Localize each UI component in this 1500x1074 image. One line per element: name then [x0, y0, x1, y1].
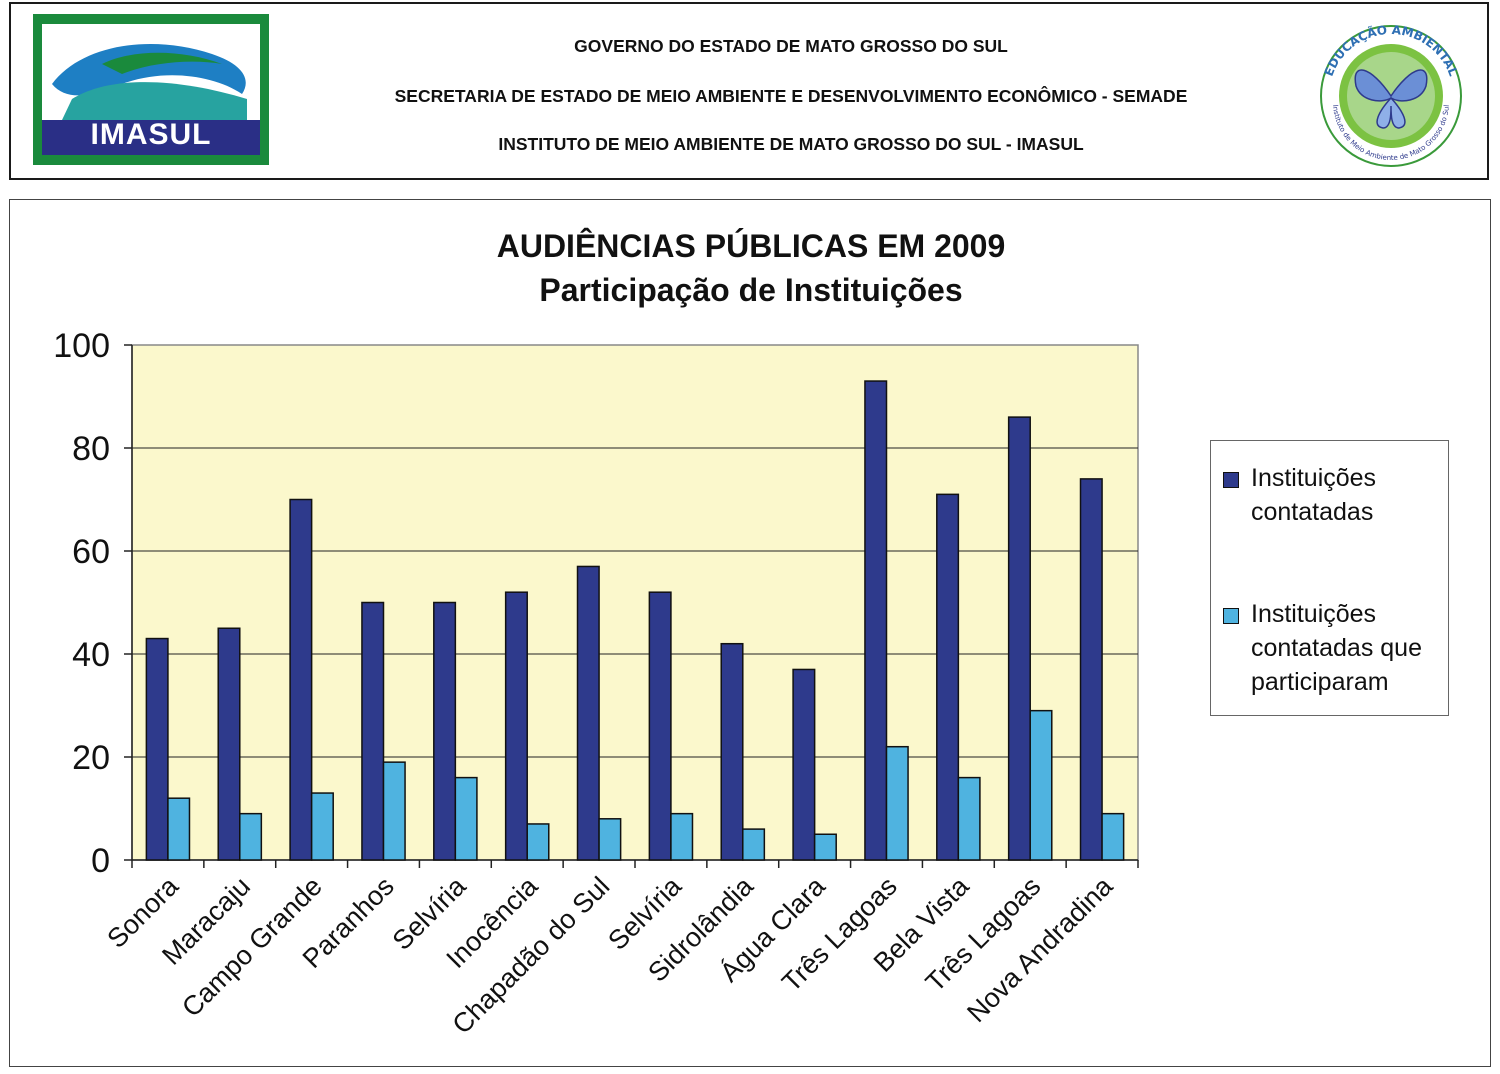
y-tick-label: 20 [72, 739, 110, 777]
chart-panel: AUDIÊNCIAS PÚBLICAS EM 2009 Participação… [9, 199, 1491, 1067]
imasul-logo-graphic [52, 44, 247, 120]
bar-participated [382, 761, 406, 861]
bar-participated [1101, 812, 1125, 861]
bar-participated [526, 823, 550, 861]
bar-contacted [289, 498, 313, 861]
bar-participated [742, 828, 766, 861]
legend-swatch-participated [1223, 608, 1239, 624]
legend-label-contacted: Instituições contatadas [1251, 464, 1377, 526]
header-line-institute: INSTITUTO DE MEIO AMBIENTE DE MATO GROSS… [498, 134, 1084, 154]
bar-participated [957, 776, 981, 861]
bar-participated [885, 745, 909, 861]
bar-contacted [145, 637, 169, 861]
legend-swatch-contacted [1223, 472, 1239, 488]
header-line-secretariat: SECRETARIA DE ESTADO DE MEIO AMBIENTE E … [394, 86, 1188, 106]
bar-contacted [792, 668, 816, 861]
bar-participated [310, 792, 334, 861]
y-tick-label: 60 [72, 533, 110, 571]
chart-title-block: AUDIÊNCIAS PÚBLICAS EM 2009 Participação… [10, 224, 1492, 312]
chart-subtitle: Participação de Instituições [539, 272, 963, 308]
bar-contacted [720, 642, 744, 861]
bar-contacted [433, 601, 457, 861]
bar-contacted [576, 565, 600, 861]
y-tick-label: 80 [72, 430, 110, 468]
chart-title: AUDIÊNCIAS PÚBLICAS EM 2009 [496, 228, 1006, 264]
bar-participated [1029, 709, 1053, 861]
bar-participated [239, 812, 263, 861]
bar-contacted [217, 627, 241, 861]
bar-contacted [1079, 478, 1103, 861]
bar-participated [670, 812, 694, 861]
bar-contacted [504, 591, 528, 861]
y-tick-label: 100 [53, 327, 110, 365]
header-banner: IMASUL GOVERNO DO ESTADO DE MATO GROSSO … [9, 2, 1489, 180]
bar-contacted [361, 601, 385, 861]
bar-contacted [1007, 416, 1031, 861]
chart-legend: Instituições contatadas Instituições con… [1210, 440, 1449, 716]
bar-participated [813, 833, 837, 861]
bar-contacted [648, 591, 672, 861]
y-tick-label: 0 [91, 842, 110, 880]
header-line-government: GOVERNO DO ESTADO DE MATO GROSSO DO SUL [574, 36, 1008, 56]
bar-participated [598, 818, 622, 861]
y-tick-label: 40 [72, 636, 110, 674]
legend-label-participated: Instituições contatadas que participaram [1251, 600, 1422, 696]
bar-participated [167, 797, 191, 861]
plot-area [131, 344, 1139, 861]
bar-contacted [936, 493, 960, 861]
imasul-logo-text: IMASUL [90, 118, 212, 151]
bar-contacted [864, 380, 888, 861]
bar-participated [454, 776, 478, 861]
imasul-logo: IMASUL [33, 14, 269, 165]
educacao-ambiental-logo: EDUCAÇÃO AMBIENTAL Instituto de Meio Amb… [1311, 16, 1471, 168]
